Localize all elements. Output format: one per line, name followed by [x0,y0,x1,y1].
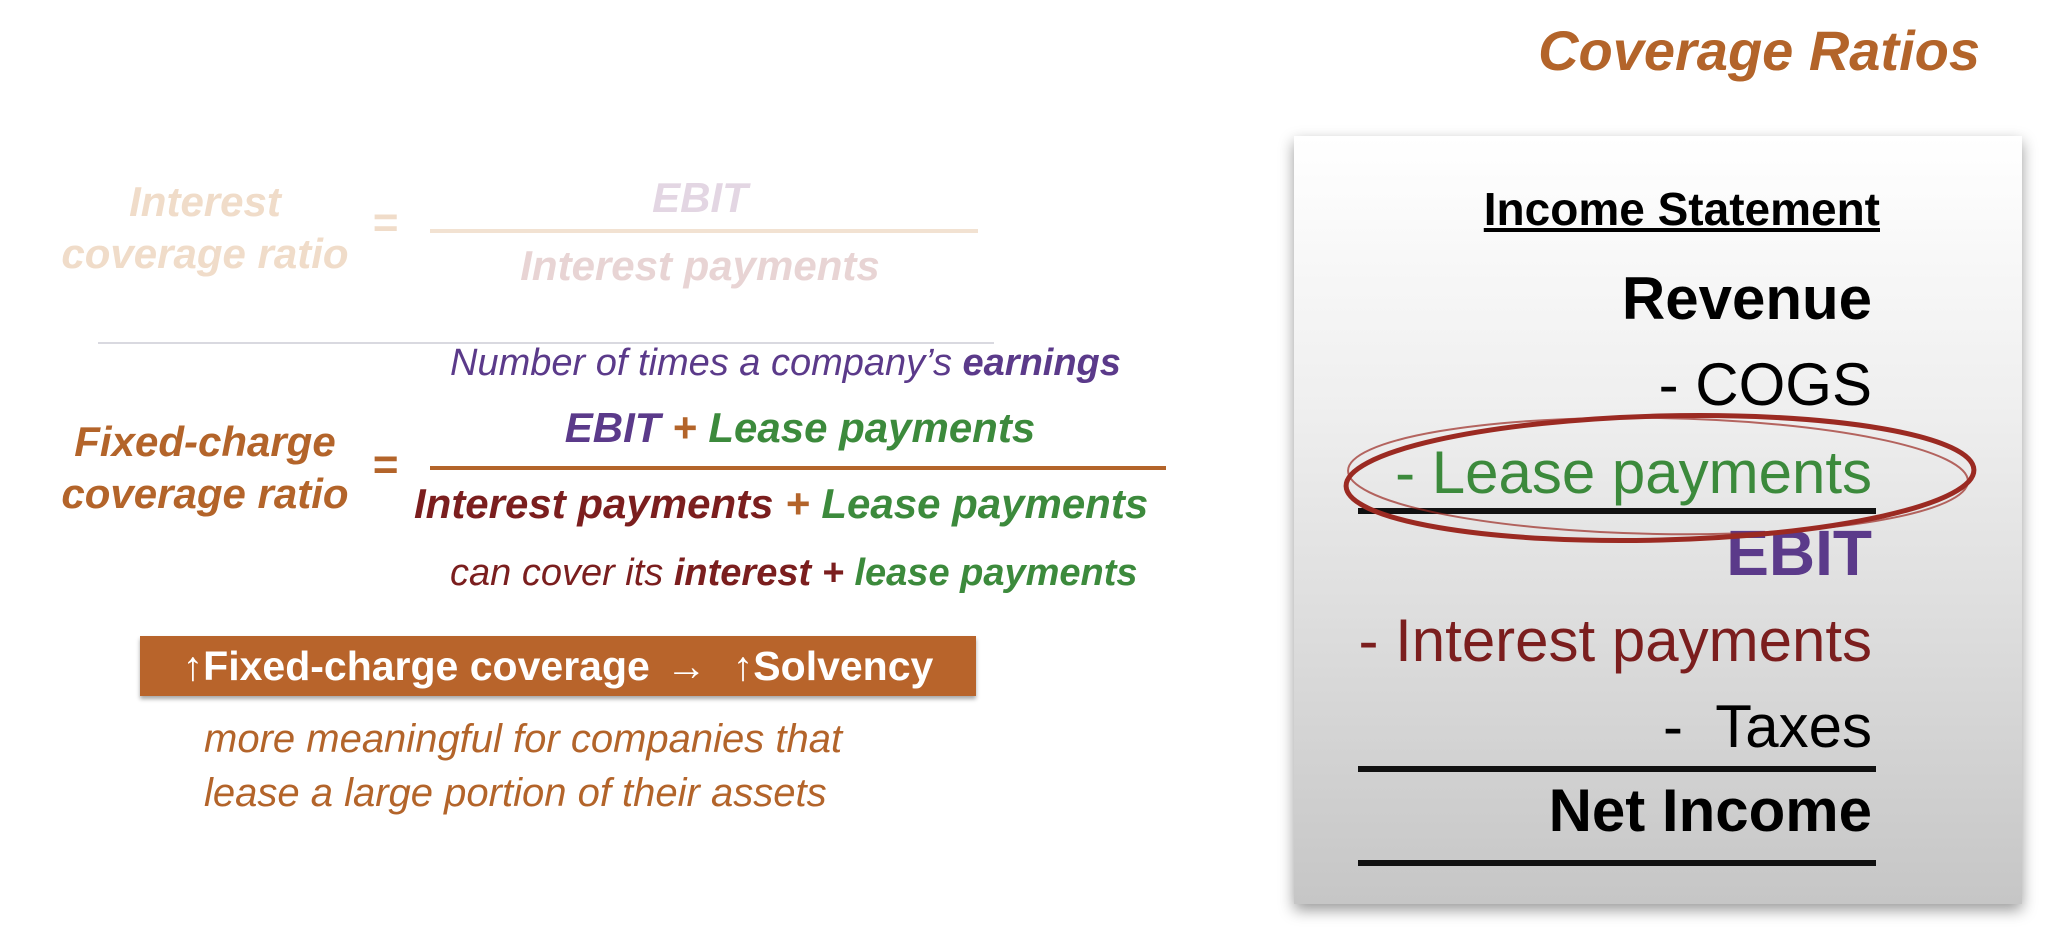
fixed-charge-fraction-line [430,466,1166,470]
taxes-row: - Taxes [1663,693,1872,760]
interest-denominator: Interest payments [520,242,880,289]
caption-bottom-plus: + [821,552,844,594]
net-income-row: Net Income [1548,777,1872,844]
interest-coverage-label: Interest coverage ratio [40,176,370,280]
lease-payments-row: - Lease payments [1395,439,1872,506]
fixed-charge-label-line2: coverage ratio [61,470,349,517]
interest-label-line1: Interest [129,178,281,225]
net-income-double-rule [1358,860,1876,866]
denominator-plus: + [785,480,810,527]
solvency-box: ↑ Fixed-charge coverage → ↑ Solvency [140,636,976,696]
note-line2: lease a large portion of their assets [204,771,827,815]
fixed-charge-caption-top: Number of times a company’s earnings [450,342,1121,385]
numerator-ebit: EBIT [564,404,661,451]
fixed-charge-label-line1: Fixed-charge [74,418,336,465]
caption-bottom-lease: lease payments [854,552,1138,594]
net-income-rule [1358,766,1876,772]
denominator-lease: Lease payments [821,480,1149,527]
interest-fraction-line [430,229,978,233]
fixed-charge-equals: = [372,440,398,489]
interest-payments-row: - Interest payments [1358,607,1872,674]
solvency-box-left: Fixed-charge coverage [203,642,650,689]
fixed-charge-caption-bottom: can cover its interest + lease payments [450,552,1138,595]
separator-line [98,342,994,344]
up-arrow-icon: ↑ [182,642,204,689]
fixed-charge-label: Fixed-charge coverage ratio [40,416,370,520]
note-line1: more meaningful for companies that [204,717,843,761]
note: more meaningful for companies that lease… [204,712,842,820]
up-arrow-icon: ↑ [732,642,754,689]
interest-numerator: EBIT [652,174,748,221]
interest-equals: = [372,198,398,247]
caption-top-earnings: earnings [962,342,1121,384]
solvency-box-right: Solvency [753,642,934,689]
numerator-plus: + [672,404,697,451]
income-statement-card: Income Statement Revenue - COGS - Lease … [1294,136,2022,904]
income-statement-heading: Income Statement [1483,183,1880,235]
fixed-charge-numerator: EBIT + Lease payments [430,404,1170,452]
revenue-row: Revenue [1621,265,1872,332]
denominator-interest: Interest payments [414,480,774,527]
lease-payments-circle-icon [1343,412,1977,544]
fixed-charge-denominator: Interest payments + Lease payments [414,480,1148,528]
page-title: Coverage Ratios [1538,19,1980,82]
ebit-rule [1358,508,1876,514]
caption-bottom-interest: interest [673,552,812,594]
right-arrow-icon: → [665,642,707,689]
caption-bottom-text: can cover its [450,552,664,594]
caption-top-text: Number of times a company’s [450,342,952,384]
cogs-row: - COGS [1658,351,1872,418]
numerator-lease: Lease payments [708,404,1036,451]
interest-label-line2: coverage ratio [61,230,349,277]
